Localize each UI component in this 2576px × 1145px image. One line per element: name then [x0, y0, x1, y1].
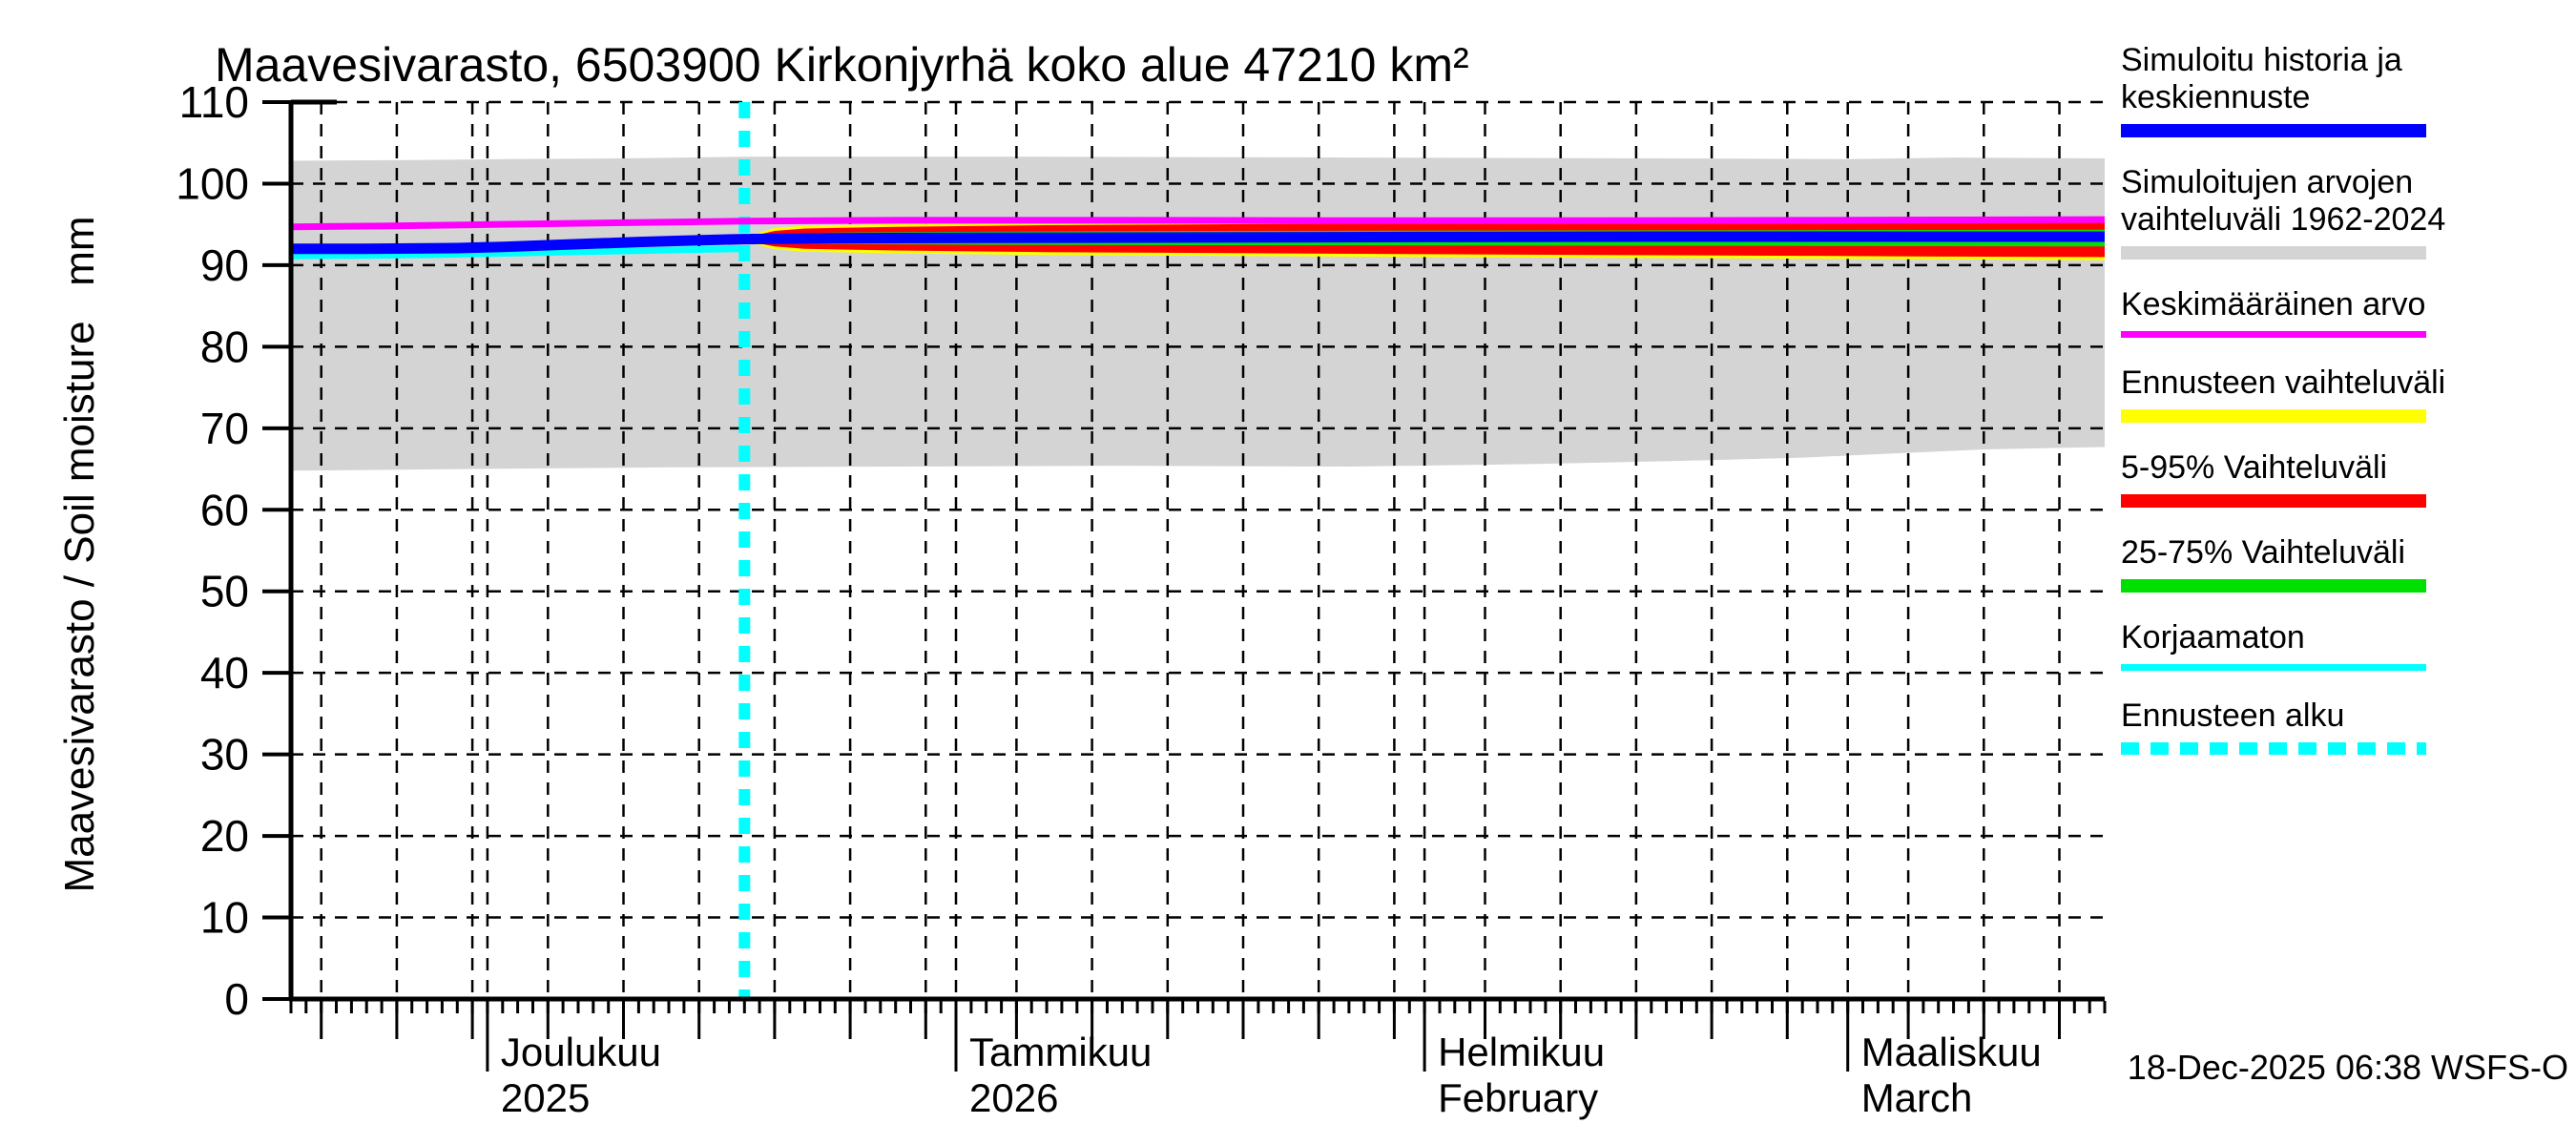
svg-text:40: 40: [200, 648, 249, 697]
svg-text:80: 80: [200, 322, 249, 371]
svg-text:10: 10: [200, 893, 249, 943]
svg-text:Joulukuu: Joulukuu: [501, 1030, 661, 1074]
svg-text:90: 90: [200, 240, 249, 290]
legend-item-label: Ennusteen vaihteluväli: [2121, 364, 2446, 401]
legend-item-2: Keskimääräinen arvo: [2121, 286, 2569, 338]
chart-title: Maavesivarasto, 6503900 Kirkonjyrhä koko…: [215, 38, 1469, 92]
legend-item-label: Ennusteen alku: [2121, 697, 2345, 734]
legend-swatch-line: [2121, 246, 2426, 260]
legend-item-1: Simuloitujen arvojen vaihteluväli 1962-2…: [2121, 164, 2569, 260]
series-uncorrected: [290, 245, 745, 260]
legend-item-label: 25-75% Vaihteluväli: [2121, 534, 2405, 571]
legend-swatch-line: [2121, 331, 2426, 338]
legend-swatch-dashed-line: [2121, 742, 2426, 755]
legend-item-label: 5-95% Vaihteluväli: [2121, 449, 2388, 486]
y-axis-tick-labels: 0 10 20 30 40 50 60 70 80 90 100 110: [176, 77, 249, 1024]
svg-text:Helmikuu: Helmikuu: [1438, 1030, 1605, 1074]
legend-item-7: Ennusteen alku: [2121, 697, 2569, 755]
axes-spines: [288, 99, 2105, 1002]
timestamp: 18-Dec-2025 06:38 WSFS-O: [2127, 1048, 2568, 1087]
legend-item-4: 5-95% Vaihteluväli: [2121, 449, 2569, 508]
legend-item-label: Simuloitu historia ja keskiennuste: [2121, 42, 2402, 115]
legend-item-3: Ennusteen vaihteluväli: [2121, 364, 2569, 423]
gridlines: [291, 100, 2105, 999]
legend-item-5: 25-75% Vaihteluväli: [2121, 534, 2569, 593]
y-axis-label: Maavesivarasto / Soil moisture mm: [56, 216, 103, 893]
legend-item-label: Korjaamaton: [2121, 619, 2305, 656]
svg-text:2025: 2025: [501, 1075, 590, 1120]
svg-text:100: 100: [176, 158, 249, 208]
svg-text:March: March: [1861, 1075, 1973, 1120]
legend: Simuloitu historia ja keskiennuste Simulo…: [2121, 42, 2569, 781]
svg-text:30: 30: [200, 730, 249, 780]
legend-swatch-line: [2121, 664, 2426, 671]
legend-swatch-line: [2121, 409, 2426, 423]
series-mean-value: [290, 216, 2106, 231]
svg-text:Tammikuu: Tammikuu: [969, 1030, 1152, 1074]
legend-swatch-line: [2121, 579, 2426, 593]
svg-text:50: 50: [200, 567, 249, 616]
legend-item-0: Simuloitu historia ja keskiennuste: [2121, 42, 2569, 137]
svg-text:Maaliskuu: Maaliskuu: [1861, 1030, 2042, 1074]
legend-item-label: Keskimääräinen arvo: [2121, 286, 2426, 323]
svg-text:2026: 2026: [969, 1075, 1058, 1120]
y-axis-ticks: [262, 100, 291, 1001]
svg-text:60: 60: [200, 485, 249, 534]
x-axis-ticks: [289, 1001, 2107, 1072]
svg-text:20: 20: [200, 811, 249, 861]
legend-swatch-line: [2121, 124, 2426, 137]
legend-item-6: Korjaamaton: [2121, 619, 2569, 671]
svg-text:110: 110: [179, 77, 249, 127]
legend-item-label: Simuloitujen arvojen vaihteluväli 1962-2…: [2121, 164, 2446, 238]
series-simulated-history-and-mean-forecast: [291, 231, 2105, 255]
legend-swatch-line: [2121, 494, 2426, 508]
svg-text:February: February: [1438, 1075, 1598, 1120]
svg-text:70: 70: [200, 404, 249, 453]
band-simulated-range-1962-2024: [291, 156, 2105, 471]
svg-text:0: 0: [224, 974, 249, 1024]
